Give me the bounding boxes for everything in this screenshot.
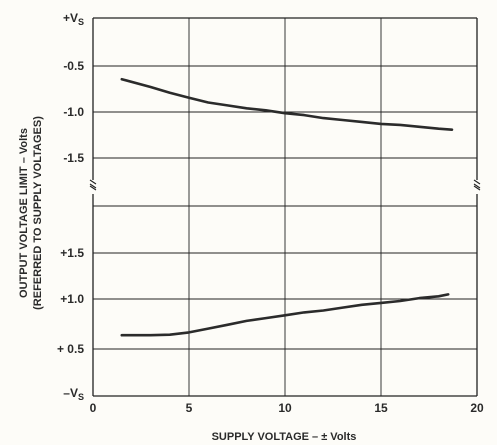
x-tick-label: 0 bbox=[90, 401, 97, 415]
x-tick-label: 10 bbox=[278, 401, 292, 415]
y-label-minus-vs-sub: S bbox=[78, 392, 84, 402]
y-tick-label-lower: +1.0 bbox=[60, 292, 84, 306]
axis-break-mark-left bbox=[89, 179, 97, 191]
x-tick-label: 15 bbox=[374, 401, 388, 415]
y-label-minus-vs: –VS bbox=[63, 386, 84, 402]
y-axis-label-line-2: (REFERRED TO SUPPLY VOLTAGES) bbox=[32, 116, 44, 310]
y-label-plus-vs-main: +V bbox=[63, 11, 78, 25]
axis-break-mark-right bbox=[473, 179, 481, 191]
y-label-minus-vs-main: –V bbox=[63, 386, 78, 400]
y-tick-label-lower: +1.5 bbox=[60, 246, 84, 260]
lower-curve bbox=[120, 293, 450, 337]
y-axis-label-line-1: OUTPUT VOLTAGE LIMIT – Volts bbox=[18, 128, 30, 298]
x-tick-label: 20 bbox=[470, 401, 484, 415]
y-tick-label-upper: -1.5 bbox=[63, 151, 84, 165]
y-tick-label-upper: -1.0 bbox=[63, 105, 84, 119]
axis-break bbox=[89, 179, 481, 191]
y-label-plus-vs-sub: S bbox=[78, 17, 84, 27]
y-tick-label-lower: + 0.5 bbox=[57, 342, 84, 356]
y-label-plus-vs: +VS bbox=[63, 11, 84, 27]
y-tick-label-upper: -0.5 bbox=[63, 59, 84, 73]
curves bbox=[120, 77, 454, 337]
upper-curve bbox=[120, 77, 454, 131]
x-tick-label: 5 bbox=[186, 401, 193, 415]
tick-labels: 0 5 10 15 20-0.5-1.0-1.5+1.5+1.0+ 0.5+VS–VS bbox=[57, 11, 484, 415]
x-axis-label: SUPPLY VOLTAGE – ± Volts bbox=[212, 431, 357, 443]
